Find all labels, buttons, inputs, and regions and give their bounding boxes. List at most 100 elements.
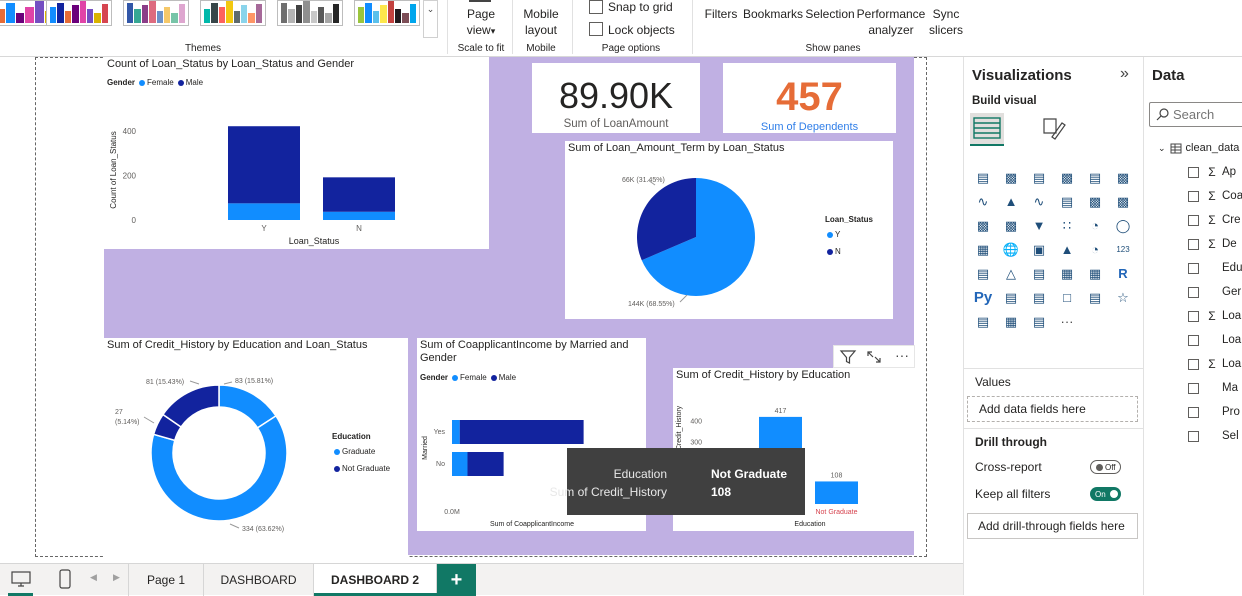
- theme-swatch[interactable]: [123, 0, 189, 26]
- table-icon[interactable]: ▦: [1060, 266, 1074, 281]
- keep-all-filters-toggle[interactable]: On: [1090, 487, 1121, 501]
- scatter-chart-icon[interactable]: ∷: [1062, 218, 1072, 233]
- donut-chart-icon[interactable]: ◯: [1115, 218, 1131, 233]
- gauge-icon[interactable]: ◔: [1091, 242, 1099, 257]
- drill-through-field-well[interactable]: Add drill-through fields here: [967, 513, 1138, 539]
- coapplicant-income-bar-chart[interactable]: Sum of CoapplicantIncome by Married and …: [417, 338, 646, 531]
- data-field-item[interactable]: Ma: [1188, 379, 1238, 397]
- add-page-button[interactable]: +: [437, 564, 476, 596]
- data-field-item[interactable]: Σ Coa: [1188, 187, 1242, 205]
- key-influencers-icon[interactable]: ▤: [1004, 290, 1018, 305]
- paginated-report-icon[interactable]: ▤: [1088, 290, 1102, 305]
- data-field-item[interactable]: Sel: [1188, 427, 1239, 445]
- clustered-column-chart-icon[interactable]: ▩: [1060, 170, 1074, 185]
- stacked-column-chart-icon[interactable]: ▩: [1004, 170, 1018, 185]
- table-node[interactable]: ⌄ clean_data: [1158, 142, 1239, 154]
- field-checkbox[interactable]: [1188, 310, 1199, 322]
- cross-report-toggle[interactable]: Off: [1090, 460, 1121, 474]
- 100-stacked-bar-icon[interactable]: ▤: [1088, 170, 1102, 185]
- decomposition-tree-icon[interactable]: ▤: [1032, 290, 1046, 305]
- treemap-icon[interactable]: ▦: [976, 242, 990, 257]
- filter-icon[interactable]: [838, 348, 858, 366]
- filters-pane-button[interactable]: Filters: [704, 7, 738, 21]
- report-icon[interactable]: ▤: [976, 314, 990, 329]
- mobile-layout-button[interactable]: Mobile: [523, 7, 559, 21]
- scroll-right-icon[interactable]: ▶: [113, 572, 120, 582]
- kpi-card-dependents[interactable]: 457 Sum of Dependents: [723, 63, 896, 133]
- mobile-view-icon[interactable]: [58, 569, 72, 590]
- collapse-pane-icon[interactable]: »: [1120, 65, 1129, 82]
- field-checkbox[interactable]: [1188, 334, 1199, 346]
- slicer-icon[interactable]: ▤: [1032, 266, 1046, 281]
- page-tab-dashboard[interactable]: DASHBOARD: [204, 564, 314, 596]
- python-visual-icon[interactable]: Py: [973, 289, 993, 306]
- kpi-card-loan-amount[interactable]: 89.90K Sum of LoanAmount: [532, 63, 700, 133]
- data-field-item[interactable]: Edu: [1188, 259, 1242, 277]
- data-field-item[interactable]: Pro: [1188, 403, 1240, 421]
- theme-swatch[interactable]: [200, 0, 266, 26]
- data-field-item[interactable]: Σ Cre: [1188, 211, 1241, 229]
- loan-term-pie-chart[interactable]: Sum of Loan_Amount_Term by Loan_Status 6…: [565, 141, 893, 319]
- field-parameter-icon[interactable]: ▤: [1032, 314, 1046, 329]
- page-tab-dashboard-2[interactable]: DASHBOARD 2: [314, 564, 437, 596]
- map-icon[interactable]: 🌐: [1002, 242, 1020, 257]
- card-icon[interactable]: 123: [1116, 245, 1130, 254]
- field-checkbox[interactable]: [1188, 382, 1199, 394]
- kpi-icon[interactable]: △: [1006, 266, 1016, 281]
- matrix-icon[interactable]: ▦: [1088, 266, 1102, 281]
- more-options-icon[interactable]: ···: [895, 347, 909, 363]
- combo-chart-icon[interactable]: ▩: [1004, 218, 1018, 233]
- filled-map-icon[interactable]: ▣: [1032, 242, 1046, 257]
- field-checkbox[interactable]: [1188, 406, 1199, 418]
- line-chart-icon[interactable]: ∿: [977, 194, 989, 209]
- data-field-item[interactable]: Σ Ap: [1188, 163, 1236, 181]
- data-search-box[interactable]: [1149, 102, 1242, 127]
- theme-swatch[interactable]: [46, 0, 112, 26]
- line-column-chart-icon[interactable]: ▩: [1116, 194, 1130, 209]
- line-stacked-column-icon[interactable]: ▩: [976, 218, 990, 233]
- r-visual-icon[interactable]: R: [1118, 266, 1128, 281]
- data-search-input[interactable]: [1173, 106, 1242, 123]
- trophy-icon[interactable]: ☆: [1117, 290, 1129, 305]
- scroll-left-icon[interactable]: ◀: [90, 572, 97, 582]
- field-checkbox[interactable]: [1188, 286, 1199, 298]
- loan-status-gender-chart[interactable]: Count of Loan_Status by Loan_Status and …: [104, 57, 489, 249]
- selection-pane-button[interactable]: Selection: [805, 7, 855, 21]
- lock-objects-checkbox[interactable]: [589, 22, 603, 36]
- waterfall-chart-icon[interactable]: ▩: [1088, 194, 1102, 209]
- page-view-button[interactable]: Page: [466, 7, 496, 21]
- data-field-item[interactable]: Σ Loa: [1188, 355, 1241, 373]
- data-field-item[interactable]: Ger: [1188, 283, 1241, 301]
- performance-analyzer-button[interactable]: Performance: [856, 7, 926, 21]
- theme-swatch[interactable]: [277, 0, 343, 26]
- pie-chart-icon[interactable]: ◔: [1091, 218, 1099, 233]
- multi-row-card-icon[interactable]: ▤: [976, 266, 990, 281]
- bookmarks-pane-button[interactable]: Bookmarks: [742, 7, 804, 21]
- field-checkbox[interactable]: [1188, 430, 1199, 442]
- qna-icon[interactable]: □: [1063, 290, 1071, 305]
- themes-expand-icon[interactable]: ⌄: [423, 0, 438, 38]
- more-visuals-icon[interactable]: ···: [1060, 314, 1074, 329]
- ribbon-chart-icon[interactable]: ▤: [1060, 194, 1074, 209]
- field-checkbox[interactable]: [1188, 358, 1199, 370]
- format-visual-tab[interactable]: [1040, 115, 1068, 143]
- credit-history-donut-chart[interactable]: Sum of Credit_History by Education and L…: [104, 338, 408, 557]
- stacked-bar-chart-icon[interactable]: ▤: [976, 170, 990, 185]
- data-field-item[interactable]: Loa: [1188, 331, 1241, 349]
- area-chart-icon[interactable]: ▲: [1004, 194, 1018, 209]
- azure-map-icon[interactable]: ▲: [1060, 242, 1074, 257]
- theme-swatch[interactable]: [354, 0, 420, 26]
- calendar-icon[interactable]: ▦: [1004, 314, 1018, 329]
- clustered-bar-chart-icon[interactable]: ▤: [1032, 170, 1046, 185]
- build-visual-tab[interactable]: [970, 113, 1004, 146]
- data-field-item[interactable]: Σ De: [1188, 235, 1237, 253]
- snap-to-grid-checkbox[interactable]: [589, 0, 603, 14]
- page-tab-page-1[interactable]: Page 1: [128, 564, 204, 596]
- desktop-view-icon[interactable]: [10, 571, 32, 588]
- data-field-item[interactable]: Σ Loa: [1188, 307, 1241, 325]
- 100-stacked-column-icon[interactable]: ▩: [1116, 170, 1130, 185]
- stacked-area-icon[interactable]: ∿: [1033, 194, 1045, 209]
- values-field-well[interactable]: Add data fields here: [967, 396, 1138, 422]
- funnel-chart-icon[interactable]: ▼: [1032, 218, 1046, 233]
- field-checkbox[interactable]: [1188, 190, 1199, 202]
